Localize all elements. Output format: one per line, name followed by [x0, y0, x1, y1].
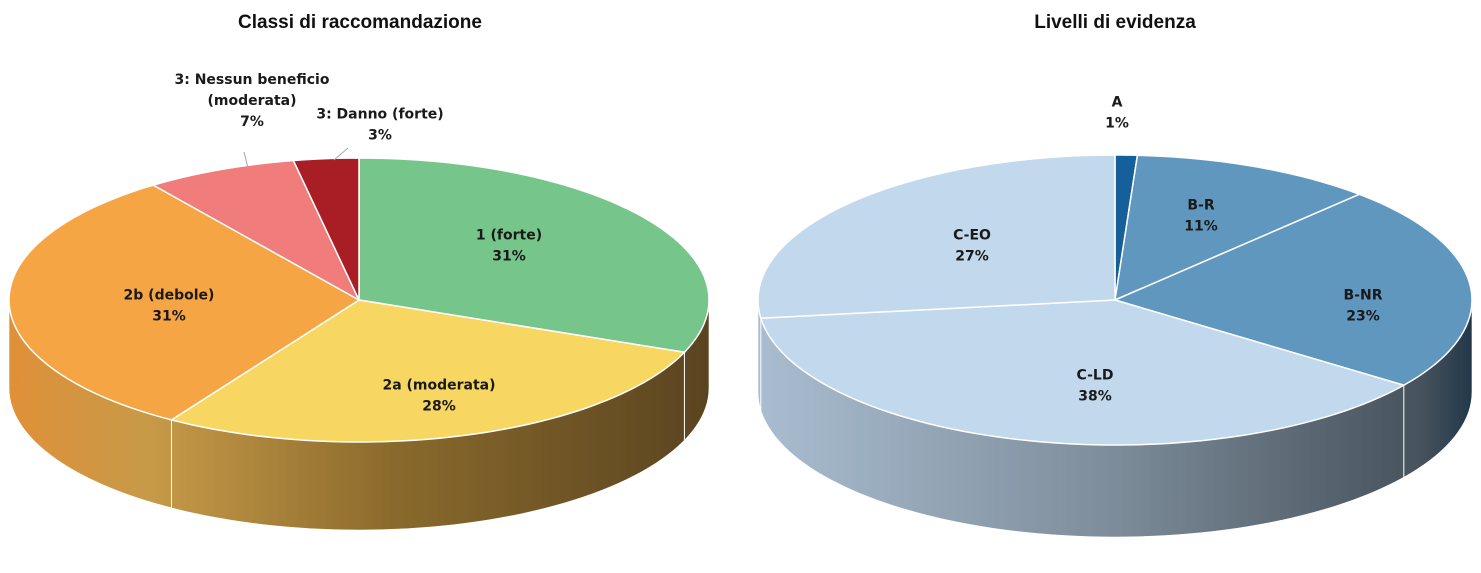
pie-slice-c-eo: [757, 154, 1116, 319]
slice-category-label: 2b (debole): [124, 288, 215, 304]
slice-value-label: 3%: [368, 128, 392, 144]
pie-slice-2b-debole: [8, 184, 361, 421]
pie-slice-3-danno-forte: [292, 157, 360, 301]
slice-value-label: 31%: [152, 309, 186, 325]
leader-line: [243, 151, 249, 169]
pie-slice-2a-moderata: [169, 299, 687, 443]
chart-title-livelli: Livelli di evidenza: [1034, 12, 1196, 33]
slice-category-label: 3: Danno (forte): [316, 107, 443, 123]
leader-line: [333, 147, 349, 161]
slice-category-label: C-LD: [1077, 368, 1114, 384]
slice-value-label: 28%: [422, 399, 456, 415]
slice-category-label: A: [1112, 95, 1123, 111]
slice-category-label: 1 (forte): [476, 228, 542, 244]
slice-category-label: 3: Nessun beneficio: [175, 72, 330, 88]
slice-value-label: 27%: [955, 249, 989, 265]
pie-slice-c-ld: [759, 299, 1406, 446]
slice-category-label: 2a (moderata): [382, 378, 495, 394]
chart-title-classi: Classi di raccomandazione: [238, 12, 482, 33]
slice-value-label: 23%: [1346, 309, 1380, 325]
pie-slice-b-r: [1114, 154, 1362, 302]
pie-slice-b-nr: [1112, 193, 1473, 387]
slice-category-label: (moderata): [207, 93, 296, 109]
pie-slice-3-nessun-beneficio-moderata: [151, 159, 361, 302]
slice-category-label: C-EO: [953, 228, 991, 244]
slice-value-label: 31%: [492, 249, 526, 265]
slice-value-label: 38%: [1078, 389, 1112, 405]
slice-value-label: 11%: [1184, 219, 1218, 235]
slice-value-label: 1%: [1105, 116, 1129, 132]
pie-slice-1-forte: [358, 157, 710, 354]
slice-category-label: B-NR: [1344, 288, 1383, 304]
slice-category-label: B-R: [1187, 198, 1214, 214]
slice-value-label: 7%: [240, 114, 264, 130]
